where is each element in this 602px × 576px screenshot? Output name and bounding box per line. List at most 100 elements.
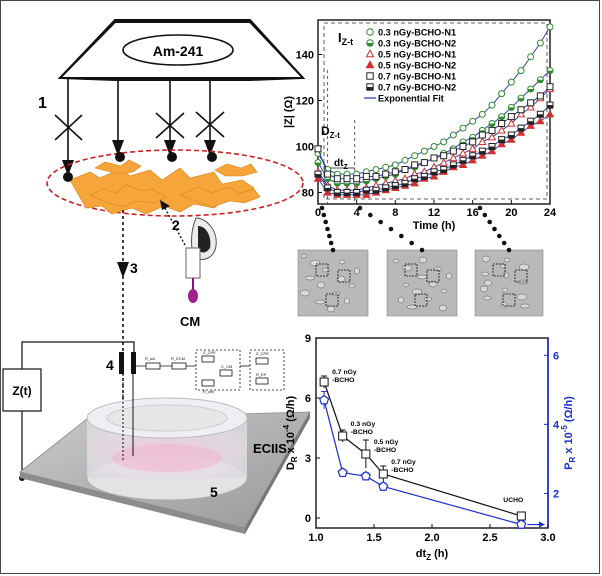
micrograph-roi	[426, 269, 440, 283]
chart1-point-s3	[468, 155, 477, 164]
chart1-point-s1-fill	[527, 89, 534, 92]
chart2-point-label-4: UCHO	[503, 497, 523, 504]
label-1: 1	[38, 95, 47, 112]
chart1-point-s0	[478, 110, 486, 118]
chart1-point-s5-fill	[382, 187, 389, 191]
dish-inner	[106, 404, 228, 432]
chart1-point-s1-fill	[363, 181, 370, 184]
chart1-point-s5-fill	[373, 190, 379, 194]
micrograph-cell	[402, 282, 410, 288]
micrograph-cell	[418, 256, 428, 264]
chart1-point-s5-fill	[518, 128, 524, 132]
micrograph-cell	[326, 305, 336, 313]
chart1-legend-label-5: 0.7 nGy-BCHO-N2	[378, 83, 456, 93]
micrograph-roi	[414, 293, 428, 307]
chart2-point-D_R	[319, 377, 329, 387]
micrograph-roi	[404, 263, 418, 277]
circuit-label-5: Z_CPE	[256, 351, 269, 356]
chart1-point-s2	[449, 153, 458, 162]
chart1-point-s5-fill	[537, 114, 544, 118]
chart1-point-s5-fill	[344, 192, 350, 196]
chart1-region-box	[323, 22, 548, 200]
ecis-plate-side	[245, 412, 310, 534]
micrograph-cell	[440, 288, 448, 294]
micrograph-cell	[343, 297, 351, 305]
chart1-point-s3	[497, 139, 506, 148]
chart1-point-s2	[507, 118, 516, 127]
micrograph-cell	[353, 267, 361, 275]
micrograph-connector-dot	[388, 226, 394, 232]
micrograph-cell	[423, 296, 433, 302]
chart1-xtick-label: 0	[315, 207, 321, 219]
chart1-point-s5-fill	[392, 185, 399, 189]
chart1-point-s5-fill	[411, 178, 418, 182]
schematic-diagram: Am-241 1	[2, 19, 311, 534]
chart1-point-s4	[498, 120, 506, 127]
chart1-point-s0	[430, 143, 438, 150]
chart2-point-label-line: 0.5 nGy	[374, 439, 399, 446]
chart1-point-s0	[488, 101, 496, 109]
chart1-point-s1-fill	[344, 183, 350, 187]
label-4: 4	[106, 357, 114, 373]
micrograph-connector-dot	[482, 212, 488, 218]
chart1-point-s5-fill	[450, 164, 457, 168]
chart1-point-s1-fill	[498, 116, 505, 120]
chart1-legend-label-4: 0.7 nGy-BCHO-N1	[378, 72, 456, 82]
chart1-point-s5-fill	[479, 151, 486, 155]
micrograph-connector-dot	[330, 247, 336, 253]
chart1-point-s0	[536, 39, 544, 47]
micrograph-connector-dot	[368, 212, 373, 218]
chart2-ytick-left-label: 9	[305, 333, 311, 345]
chart1-point-s5-fill	[363, 190, 370, 194]
micrograph-cell	[416, 274, 428, 280]
chart1-point-s0	[391, 161, 399, 169]
chart1-point-s2	[526, 102, 535, 111]
chart1-point-s0	[401, 156, 409, 164]
chart1-xtick-label: 12	[428, 207, 440, 219]
chart1-point-s1-fill	[537, 79, 544, 83]
chart1-point-s0	[420, 147, 428, 155]
chart2-ytick-right-label: 6	[553, 350, 559, 362]
micrograph-cell	[503, 257, 511, 263]
pipette-arrowhead	[160, 200, 170, 210]
chart1-point-s5-fill	[353, 192, 360, 196]
chart2-point-P_R	[319, 394, 330, 405]
chart2-point-P_R	[516, 519, 527, 529]
micrograph-cell	[480, 271, 490, 277]
chart1-point-s4	[517, 106, 525, 114]
chart1-point-s2	[439, 157, 448, 166]
chart2-ytick-left-label: 3	[305, 453, 311, 465]
chart1-point-s4	[382, 170, 390, 178]
chart2-point-label-line: 0.3 nGy	[351, 421, 376, 428]
micrograph-connector-dot	[321, 212, 327, 218]
chart1-point-s1-fill	[547, 70, 553, 74]
chart1-point-s1-fill	[353, 183, 360, 187]
chart1-legend-label-0: 0.3 nGy-BCHO-N1	[378, 28, 456, 38]
chart2-ytick-right-label: 4	[553, 419, 560, 431]
chart1-annotation-dtz-sub: Z	[343, 164, 348, 171]
chart1-point-s0	[382, 163, 390, 171]
chart2-point-label-line: -BCHO	[391, 467, 413, 474]
electrode-right	[131, 352, 136, 374]
pipette-arrow	[164, 207, 186, 246]
micrograph-cell	[481, 255, 491, 263]
chart1-point-s0	[498, 90, 506, 98]
chart1-point-s5-fill	[324, 187, 331, 191]
chart1-point-s3	[410, 178, 419, 187]
chart1-point-s4	[411, 161, 419, 169]
micrograph-connector-dot	[492, 226, 497, 232]
circuit-label-2: Z_CPE	[203, 350, 216, 355]
chart1-point-s5-fill	[431, 171, 437, 175]
chart2-ytick-left-label: 6	[305, 393, 311, 405]
chart1-point-s3	[362, 190, 371, 198]
chart1-point-s4	[488, 126, 496, 134]
micrograph-cell	[314, 299, 326, 305]
chart1-point-s4	[324, 170, 332, 178]
micrograph-cell	[518, 263, 530, 271]
micrograph-cell	[516, 293, 528, 301]
chart1-point-s1-fill	[334, 183, 341, 187]
chart1-point-s5-fill	[460, 160, 466, 164]
chart2-point-D_R	[516, 511, 526, 521]
micrograph-cell	[406, 304, 418, 310]
chart1-point-s5-fill	[469, 155, 476, 159]
